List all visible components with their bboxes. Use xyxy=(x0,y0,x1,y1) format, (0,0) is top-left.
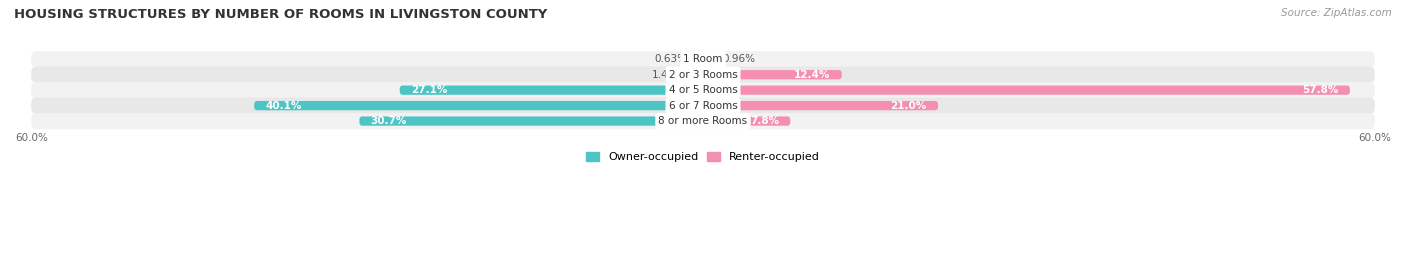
FancyBboxPatch shape xyxy=(696,55,703,64)
FancyBboxPatch shape xyxy=(254,101,703,110)
Text: 4 or 5 Rooms: 4 or 5 Rooms xyxy=(669,85,737,95)
FancyBboxPatch shape xyxy=(360,116,703,126)
Text: 12.4%: 12.4% xyxy=(794,70,831,80)
Text: 7.8%: 7.8% xyxy=(749,116,779,126)
FancyBboxPatch shape xyxy=(399,86,703,95)
Text: 0.96%: 0.96% xyxy=(723,54,755,64)
FancyBboxPatch shape xyxy=(703,70,842,79)
Text: 27.1%: 27.1% xyxy=(411,85,447,95)
Legend: Owner-occupied, Renter-occupied: Owner-occupied, Renter-occupied xyxy=(581,147,825,167)
Text: 57.8%: 57.8% xyxy=(1302,85,1339,95)
FancyBboxPatch shape xyxy=(703,101,938,110)
Text: 21.0%: 21.0% xyxy=(890,101,927,111)
FancyBboxPatch shape xyxy=(31,67,1375,83)
Text: 1 Room: 1 Room xyxy=(683,54,723,64)
Text: 6 or 7 Rooms: 6 or 7 Rooms xyxy=(669,101,737,111)
Text: 1.4%: 1.4% xyxy=(652,70,678,80)
FancyBboxPatch shape xyxy=(703,55,714,64)
FancyBboxPatch shape xyxy=(31,98,1375,114)
Text: 2 or 3 Rooms: 2 or 3 Rooms xyxy=(669,70,737,80)
Text: 30.7%: 30.7% xyxy=(371,116,406,126)
Text: HOUSING STRUCTURES BY NUMBER OF ROOMS IN LIVINGSTON COUNTY: HOUSING STRUCTURES BY NUMBER OF ROOMS IN… xyxy=(14,8,547,21)
FancyBboxPatch shape xyxy=(31,82,1375,98)
Text: 40.1%: 40.1% xyxy=(266,101,302,111)
Text: Source: ZipAtlas.com: Source: ZipAtlas.com xyxy=(1281,8,1392,18)
Text: 8 or more Rooms: 8 or more Rooms xyxy=(658,116,748,126)
FancyBboxPatch shape xyxy=(688,70,703,79)
FancyBboxPatch shape xyxy=(703,116,790,126)
Text: 0.63%: 0.63% xyxy=(654,54,688,64)
FancyBboxPatch shape xyxy=(703,86,1350,95)
FancyBboxPatch shape xyxy=(31,51,1375,67)
FancyBboxPatch shape xyxy=(31,113,1375,129)
